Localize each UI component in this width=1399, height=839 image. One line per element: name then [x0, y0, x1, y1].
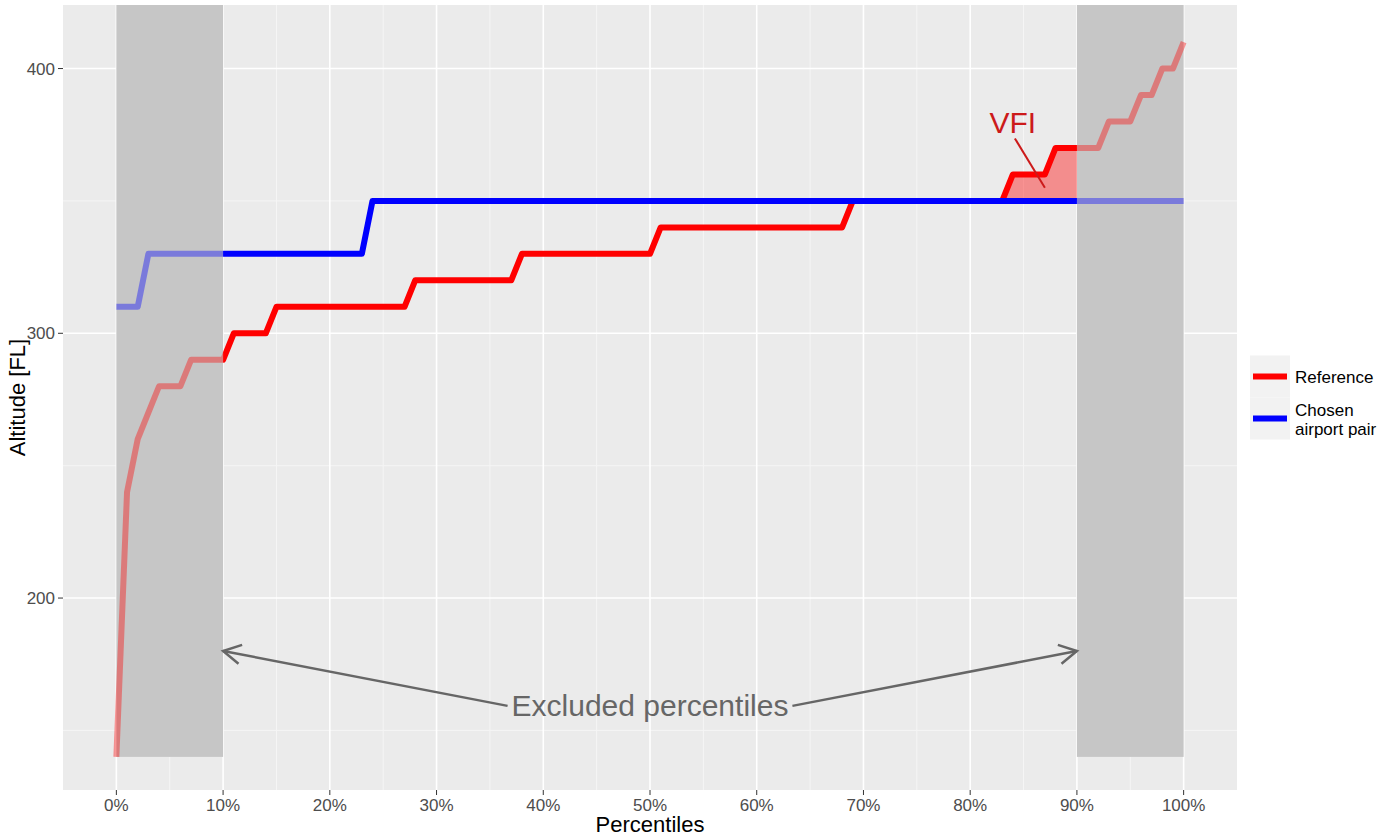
- grid-line: [63, 68, 1237, 70]
- legend-key: [1250, 356, 1290, 398]
- x-axis-title: Percentiles: [596, 812, 705, 837]
- x-tick: [650, 790, 651, 795]
- grid-line: [649, 5, 651, 790]
- y-tick: [58, 333, 63, 334]
- grid-line: [63, 597, 1237, 599]
- minor-grid-line: [383, 5, 384, 790]
- legend-key: [1250, 398, 1290, 440]
- minor-grid-line: [703, 5, 704, 790]
- series-line: [116, 201, 1183, 307]
- grid-line: [756, 5, 758, 790]
- grid-line: [542, 5, 544, 790]
- x-tick: [543, 790, 544, 795]
- legend-swatch: [1253, 416, 1287, 422]
- y-tick: [58, 68, 63, 69]
- chart: VFIExcluded percentiles0%10%20%30%40%50%…: [0, 0, 1399, 839]
- x-tick: [970, 790, 971, 795]
- y-tick-label: 400: [27, 60, 55, 79]
- y-tick-label: 300: [27, 324, 55, 343]
- legend-label-line: airport pair: [1295, 420, 1377, 439]
- x-tick-label: 20%: [313, 796, 347, 815]
- minor-grid-line: [810, 5, 811, 790]
- x-tick-label: 70%: [846, 796, 880, 815]
- x-tick: [756, 790, 757, 795]
- series-lines: [116, 42, 1183, 757]
- grid-line: [436, 5, 438, 790]
- annotation-arrow: [223, 651, 507, 706]
- x-tick-label: 10%: [206, 796, 240, 815]
- grid-line: [863, 5, 865, 790]
- annotation-text: Excluded percentiles: [512, 689, 789, 722]
- y-tick-label: 200: [27, 589, 55, 608]
- legend-label: Reference: [1295, 368, 1373, 387]
- panel-background: [63, 5, 1237, 790]
- minor-grid-line: [916, 5, 917, 790]
- x-tick-label: 40%: [526, 796, 560, 815]
- x-tick-label: 90%: [1060, 796, 1094, 815]
- x-tick-label: 0%: [104, 796, 129, 815]
- series-line: [116, 42, 1183, 757]
- y-tick: [58, 598, 63, 599]
- x-tick: [1183, 790, 1184, 795]
- x-tick: [863, 790, 864, 795]
- legend-label: Chosenairport pair: [1295, 401, 1377, 439]
- x-tick-label: 100%: [1162, 796, 1205, 815]
- minor-grid-line: [489, 5, 490, 790]
- annotation-arrowhead: [1058, 645, 1077, 664]
- annotation-arrow: [792, 651, 1076, 706]
- x-tick: [223, 790, 224, 795]
- x-tick: [329, 790, 330, 795]
- x-tick-label: 80%: [953, 796, 987, 815]
- x-tick-label: 30%: [420, 796, 454, 815]
- annotation-text: VFI: [990, 106, 1037, 139]
- x-tick-label: 60%: [740, 796, 774, 815]
- x-tick: [1076, 790, 1077, 795]
- minor-grid-line: [276, 5, 277, 790]
- plot-area: [116, 42, 1183, 757]
- x-tick: [436, 790, 437, 795]
- annotation-pointer: [1015, 138, 1045, 187]
- x-tick: [116, 790, 117, 795]
- y-axis-title: Altitude [FL]: [5, 339, 30, 456]
- legend-label-line: Chosen: [1295, 401, 1354, 420]
- legend-swatch: [1253, 374, 1287, 380]
- excluded-bands: [116, 5, 1183, 757]
- annotation-arrowhead: [223, 645, 242, 664]
- minor-grid-line: [596, 5, 597, 790]
- excluded-band: [116, 5, 223, 757]
